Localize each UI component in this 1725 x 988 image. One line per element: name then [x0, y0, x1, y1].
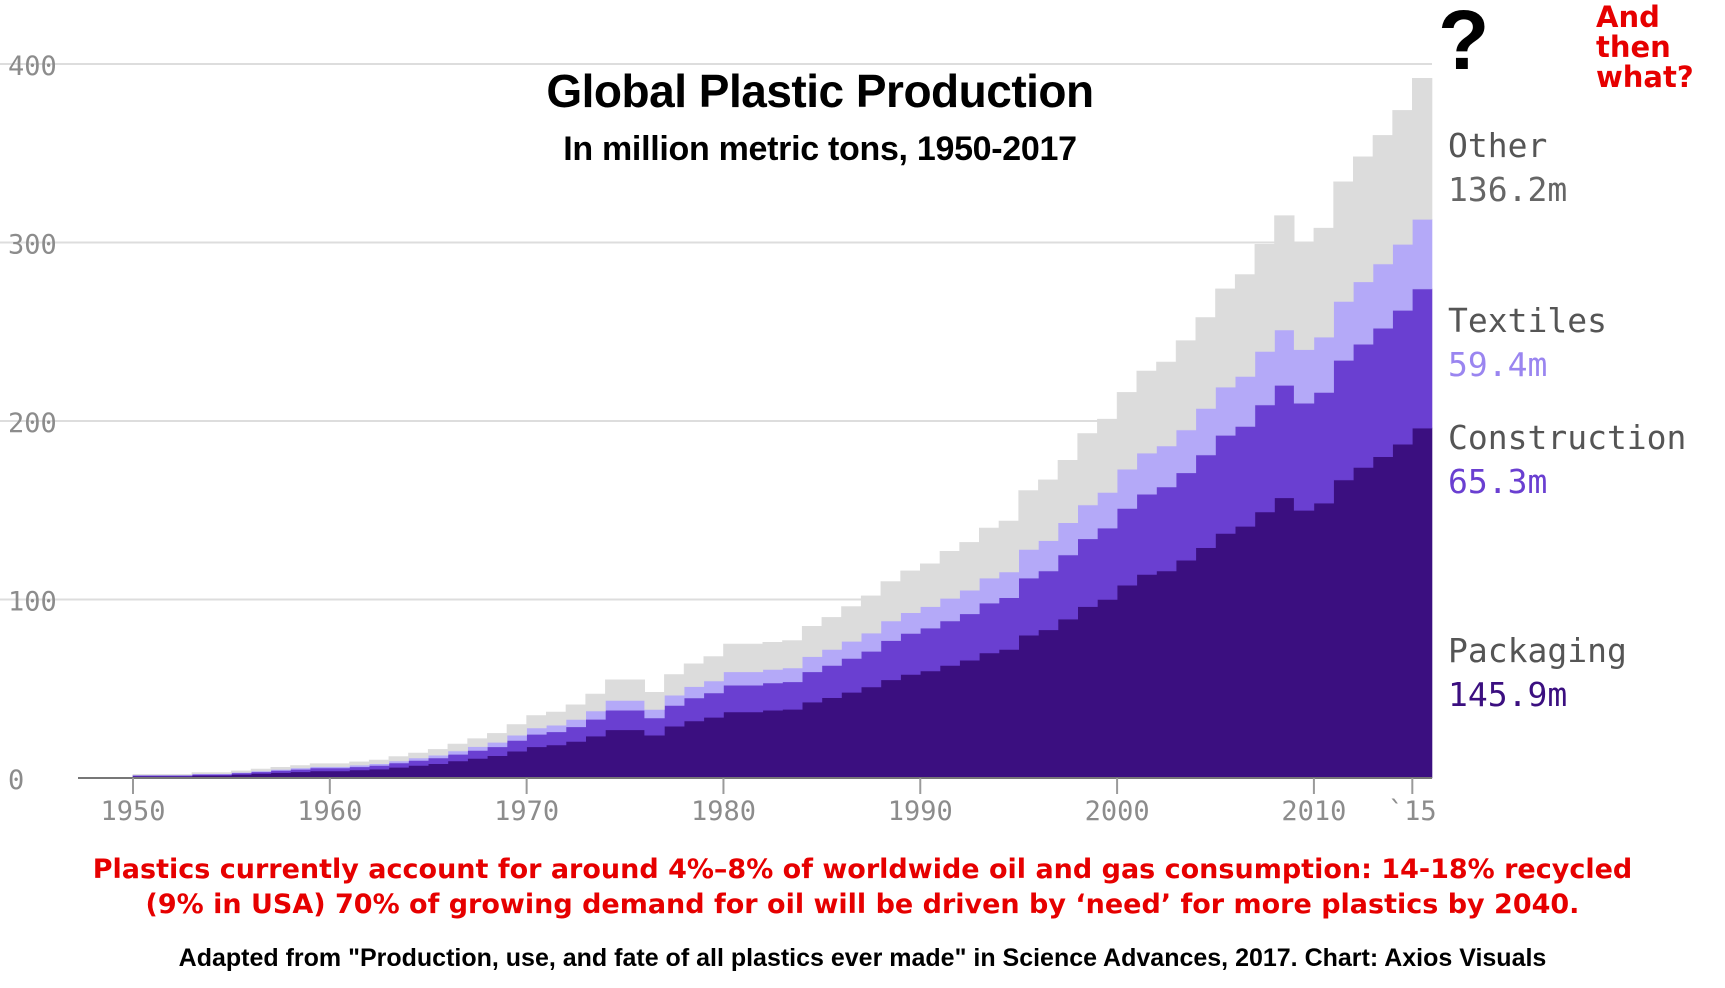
x-tick-label-2010: 2010 — [1281, 796, 1346, 827]
end-label-textiles-name: Textiles — [1448, 301, 1607, 340]
x-tick-label-1980: 1980 — [691, 796, 756, 827]
chart-subtitle: In million metric tons, 1950-2017 — [563, 130, 1077, 168]
end-label-packaging-value: 145.9m — [1448, 675, 1568, 714]
x-tick-label-1950: 1950 — [100, 796, 165, 827]
series-areas — [132, 78, 1433, 779]
x-axis-ticks: 1950 1960 1970 1980 1990 2000 2010 `15 — [100, 778, 1437, 827]
chart-title: Global Plastic Production — [546, 65, 1094, 117]
x-tick-label-1960: 1960 — [297, 796, 362, 827]
annotation-line-3: what? — [1596, 60, 1694, 94]
y-tick-label-300: 300 — [8, 230, 57, 261]
end-label-other-name: Other — [1448, 126, 1548, 165]
y-tick-label-100: 100 — [8, 587, 57, 618]
and-then-what-annotation: And then what? — [1596, 2, 1725, 92]
annotation-line-2: then — [1596, 30, 1671, 64]
y-tick-label-0: 0 — [8, 765, 24, 796]
x-tick-label-2000: 2000 — [1085, 796, 1150, 827]
end-label-construction-name: Construction — [1448, 418, 1687, 457]
end-label-construction-value: 65.3m — [1448, 462, 1548, 501]
footnote-line-2: (9% in USA) 70% of growing demand for oi… — [145, 889, 1580, 920]
annotation-line-1: And — [1596, 0, 1660, 34]
x-tick-label-1990: 1990 — [888, 796, 953, 827]
footnote: Plastics currently account for around 4%… — [0, 852, 1725, 922]
x-tick-label-`15: `15 — [1388, 796, 1437, 827]
end-label-packaging-name: Packaging — [1448, 631, 1627, 670]
y-tick-label-200: 200 — [8, 408, 57, 439]
end-label-textiles-value: 59.4m — [1448, 345, 1548, 384]
question-mark: ? — [1438, 0, 1490, 87]
end-label-other-value: 136.2m — [1448, 170, 1568, 209]
y-axis-ticks: 0 100 200 300 400 — [8, 51, 57, 796]
series-area-other — [132, 78, 1433, 776]
x-tick-label-1970: 1970 — [494, 796, 559, 827]
source-credit: Adapted from "Production, use, and fate … — [178, 944, 1547, 972]
footnote-line-1: Plastics currently account for around 4%… — [92, 854, 1633, 885]
y-tick-label-400: 400 — [8, 51, 57, 82]
